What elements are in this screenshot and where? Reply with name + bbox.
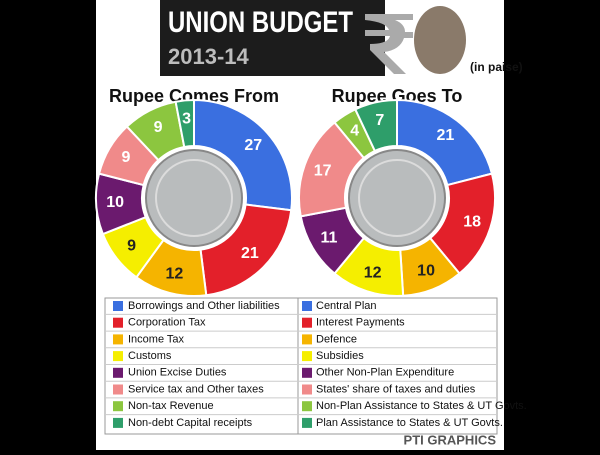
- legend-swatch: [113, 384, 123, 395]
- legend-label: Central Plan: [316, 300, 377, 312]
- legend-label: Subsidies: [316, 350, 364, 362]
- legend-swatch: [113, 317, 123, 328]
- legend-label: Union Excise Duties: [128, 367, 227, 379]
- legend-label: Plan Assistance to States & UT Govts.: [316, 417, 503, 429]
- data-label: 12: [364, 264, 382, 281]
- unit-note: (in paise): [470, 60, 523, 74]
- legend-label: Non-debt Capital receipts: [128, 417, 253, 429]
- data-label: 3: [182, 111, 191, 128]
- data-label: 10: [417, 263, 435, 280]
- legend-swatch: [302, 367, 312, 378]
- legend-label: Corporation Tax: [128, 317, 206, 329]
- legend-label: Borrowings and Other liabilities: [128, 300, 280, 312]
- data-label: 21: [241, 245, 259, 262]
- legend-swatch: [302, 401, 312, 412]
- chart-title: Rupee Goes To: [332, 86, 463, 106]
- coin-inner: [155, 159, 233, 237]
- legend: Borrowings and Other liabilities Corporat…: [105, 300, 527, 429]
- legend-swatch: [302, 317, 312, 328]
- legend-label: Income Tax: [128, 333, 185, 345]
- header-year: 2013-14: [168, 44, 250, 69]
- legend-swatch: [113, 301, 123, 311]
- legend-label: Non-tax Revenue: [128, 400, 214, 412]
- legend-frame: [104, 297, 498, 435]
- legend-swatch: [302, 301, 312, 311]
- pie-slice: [193, 98, 293, 212]
- legend-label: Defence: [316, 333, 357, 345]
- legend-swatch: [302, 417, 312, 428]
- coin-inner: [358, 159, 436, 237]
- data-label: 4: [350, 123, 359, 140]
- charts: 27 21 12 9 10 9 9 3 21 18 10 12 11 17 47: [95, 98, 496, 297]
- legend-label: Non-Plan Assistance to States & UT Govts…: [316, 400, 527, 412]
- legend-label: Other Non-Plan Expenditure: [316, 367, 454, 379]
- rupee-icon: [365, 14, 413, 74]
- data-label: 18: [463, 214, 481, 231]
- legend-swatch: [113, 417, 123, 428]
- data-label: 9: [154, 119, 163, 136]
- legend-label: Customs: [128, 350, 172, 362]
- legend-swatch: [302, 334, 312, 345]
- portrait: [414, 6, 466, 74]
- data-label: 7: [375, 112, 384, 129]
- chart-title: Rupee Comes From: [109, 86, 279, 106]
- coin: [145, 149, 243, 247]
- pie-slice: [174, 98, 195, 149]
- data-label: 12: [165, 266, 183, 283]
- data-label: 9: [122, 149, 131, 166]
- legend-label: States' share of taxes and duties: [316, 383, 476, 395]
- coin: [348, 149, 446, 247]
- data-label: 17: [314, 162, 332, 179]
- data-label: 11: [321, 229, 338, 246]
- data-label: 27: [244, 137, 262, 154]
- header-box: [160, 0, 385, 76]
- legend-label: Interest Payments: [316, 317, 405, 329]
- legend-swatch: [113, 401, 123, 412]
- data-label: 21: [437, 127, 455, 144]
- legend-swatch: [113, 367, 123, 378]
- legend-swatch: [302, 351, 312, 362]
- header-title: UNION BUDGET: [168, 6, 353, 39]
- data-label: 10: [106, 194, 124, 211]
- legend-swatch: [113, 334, 123, 345]
- pie-slice: [353, 98, 398, 153]
- legend-swatch: [302, 384, 312, 395]
- legend-swatch: [113, 351, 123, 362]
- footer-credit: PTI GRAPHICS: [404, 432, 497, 447]
- data-label: 9: [127, 238, 136, 255]
- legend-label: Service tax and Other taxes: [128, 383, 264, 395]
